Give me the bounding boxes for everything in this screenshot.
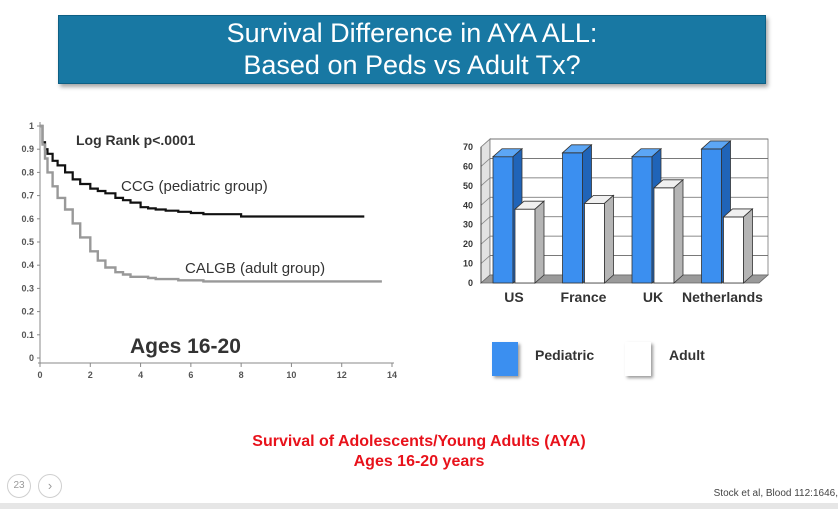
km-y-tick-label: 0.7 — [21, 191, 34, 201]
legend-label-pediatric: Pediatric — [535, 347, 595, 363]
km-x-tick-label: 0 — [37, 370, 42, 380]
bar-category-label: US — [504, 289, 523, 305]
slide-title: Survival Difference in AYA ALL: Based on… — [58, 15, 766, 84]
km-series-label-ccg: CCG (pediatric group) — [121, 178, 268, 195]
bar-y-tick-label: 40 — [463, 200, 473, 210]
bar-pediatric-us — [492, 156, 514, 284]
bar-gridline-side — [480, 216, 491, 226]
km-y-tick-label: 1 — [29, 121, 34, 131]
km-y-tick-label: 0.3 — [21, 283, 34, 293]
km-log-rank-annotation: Log Rank p<.0001 — [76, 132, 196, 148]
bar-side-face — [743, 208, 753, 284]
bar-gridline-side — [480, 138, 491, 148]
bar-pediatric-france — [562, 152, 583, 284]
km-x-tick-label: 2 — [88, 370, 93, 380]
km-y-tick-label: 0 — [29, 353, 34, 363]
caption-line-1: Survival of Adolescents/Young Adults (AY… — [252, 433, 586, 450]
km-y-tick-label: 0.5 — [21, 237, 34, 247]
bar-y-tick-label: 30 — [463, 220, 473, 230]
km-chart-title: Ages 16-20 — [130, 335, 241, 358]
km-x-tick-label: 6 — [188, 370, 193, 380]
bar-adult-uk — [653, 187, 675, 284]
slide-title-line-1: Survival Difference in AYA ALL: — [226, 18, 598, 48]
bar-side-face — [534, 200, 545, 284]
km-x-tick-label: 4 — [138, 370, 143, 380]
legend-swatch-adult — [625, 342, 651, 376]
legend-swatch-pediatric — [492, 342, 518, 376]
page-number-badge: 23 — [7, 474, 31, 498]
bar-y-tick-label: 20 — [463, 239, 473, 249]
chevron-right-icon: › — [47, 478, 53, 493]
caption-line-2: Ages 16-20 years — [353, 453, 485, 470]
bar-adult-netherlands — [723, 216, 744, 284]
survival-curve-chart: 1 0.9 0.8 0.7 0.6 0.5 0.4 0.3 0.2 0.1 00 2 4 6 8 10 12 14… — [21, 121, 397, 380]
km-x-tick-label: 8 — [239, 370, 244, 380]
bar-adult-us — [514, 208, 536, 284]
km-y-tick-label: 0.4 — [21, 260, 34, 270]
bar-y-tick-label: 70 — [463, 142, 473, 152]
bar-y-tick-label: 50 — [463, 181, 473, 191]
bar-gridline-side — [480, 255, 491, 264]
bar-pediatric-netherlands — [701, 148, 722, 284]
km-y-tick-label: 0.2 — [21, 307, 34, 317]
km-y-tick-label: 0.6 — [21, 214, 34, 224]
bar-category-label: France — [561, 289, 607, 305]
bar-gridline-side — [480, 177, 491, 187]
bar-gridline-side — [480, 158, 491, 167]
citation: Stock et al, Blood 112:1646, — [713, 488, 838, 499]
legend-label-adult: Adult — [669, 347, 705, 363]
km-x-tick-label: 10 — [286, 370, 296, 380]
slide-title-line-2: Based on Peds vs Adult Tx? — [243, 50, 581, 80]
bar-gridline-side — [480, 196, 491, 206]
km-series-ccg — [40, 124, 365, 218]
bar-y-tick-label: 60 — [463, 161, 473, 171]
km-x-tick-label: 12 — [337, 370, 347, 380]
bar-side-face — [673, 178, 684, 284]
km-series-label-calgb: CALGB (adult group) — [185, 260, 325, 277]
km-y-tick-label: 0.9 — [21, 144, 34, 154]
bar-adult-france — [584, 202, 605, 284]
bar-gridline-side — [480, 235, 491, 245]
bar-category-label: UK — [643, 289, 663, 305]
next-slide-button[interactable]: › — [38, 474, 62, 498]
km-series-calgb — [40, 124, 382, 283]
bar-y-tick-label: 0 — [468, 278, 473, 288]
km-x-tick-label: 14 — [387, 370, 397, 380]
bar-category-label: Netherlands — [682, 289, 763, 305]
bar-side-wall — [480, 138, 491, 284]
bar-side-face — [604, 194, 614, 284]
km-y-tick-label: 0.8 — [21, 167, 34, 177]
km-y-tick-label: 0.1 — [21, 330, 34, 340]
survival-bar-chart: 0 10 20 30 40 50 60 70 US France UK Netherlands — [463, 138, 770, 305]
footer-bar — [0, 503, 838, 509]
bar-y-tick-label: 10 — [463, 259, 473, 269]
bar-pediatric-uk — [631, 156, 653, 284]
